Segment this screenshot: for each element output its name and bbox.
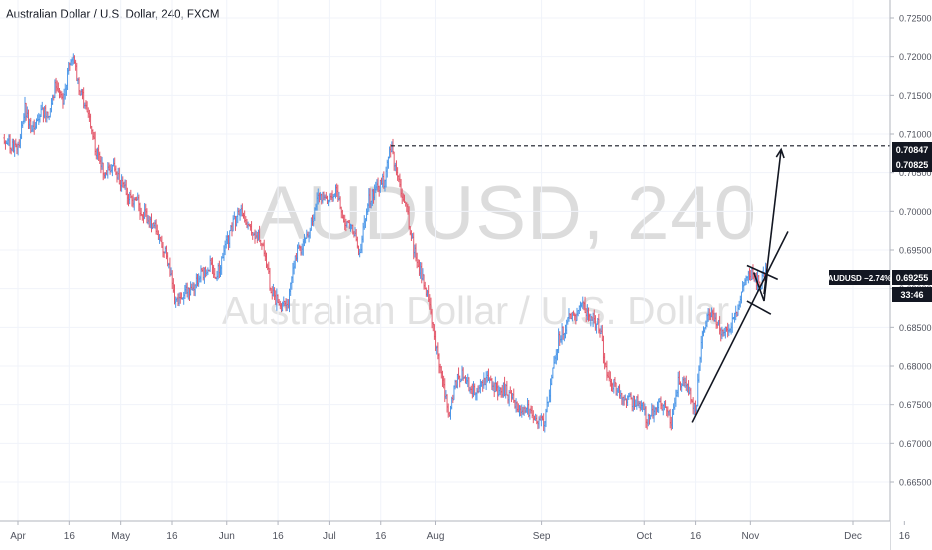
symbol-change-label: AUDUSD −2.74%	[828, 274, 892, 283]
price-label-countdown: 33:46	[900, 290, 923, 300]
flag-line	[753, 272, 765, 302]
price-tick-label: 0.67000	[899, 439, 932, 449]
price-tick-label: 0.67500	[899, 400, 932, 410]
time-tick-label: 16	[375, 531, 387, 542]
price-tick-label: 0.71000	[899, 130, 932, 140]
time-tick-label: 16	[273, 531, 285, 542]
time-tick-label: 16	[166, 531, 178, 542]
price-tick-label: 0.72500	[899, 14, 932, 24]
price-label-level-top-box	[892, 142, 932, 157]
symbol-change-label-box	[829, 270, 890, 285]
price-label-level-bottom-box	[892, 157, 932, 172]
price-label-current-box	[892, 270, 932, 285]
flag-line	[746, 300, 772, 315]
watermark-symbol: AUDUSD, 240	[256, 171, 757, 256]
arrow-head	[775, 147, 785, 159]
price-tick-label: 0.70000	[899, 207, 932, 217]
time-tick-label: Jul	[323, 531, 336, 542]
flag-line	[746, 264, 779, 281]
price-tick-label: 0.66500	[899, 478, 932, 488]
time-axis-bg	[0, 521, 890, 550]
price-tick-label: 0.71500	[899, 91, 932, 101]
time-tick-label: Oct	[636, 531, 652, 542]
price-tick-label: 0.69500	[899, 246, 932, 256]
time-tick-label: Sep	[533, 531, 551, 542]
drawings	[391, 145, 890, 423]
price-tick-label: 0.72000	[899, 52, 932, 62]
time-tick-label: May	[111, 531, 130, 542]
time-tick-label: 16	[64, 531, 76, 542]
price-label-level-bottom: 0.70825	[896, 160, 929, 170]
time-tick-label: Apr	[10, 531, 26, 542]
time-tick-label: Jun	[219, 531, 235, 542]
time-tick-label: 16	[690, 531, 702, 542]
trendline	[691, 231, 789, 423]
price-label-countdown-box	[892, 287, 932, 302]
time-tick-label: Aug	[427, 531, 445, 542]
price-label-level-top: 0.70847	[896, 145, 929, 155]
price-labels: 0.70847 0.70825 0.69255 33:46 AUDUSD −2.74%	[828, 142, 932, 302]
price-label-current: 0.69255	[896, 273, 929, 283]
ohlc-bars	[3, 53, 768, 433]
time-tick-label: Dec	[844, 531, 862, 542]
time-axis: Apr 16 May 16 Jun 16 Jul 16 Aug Sep Oct 16 Nov Dec 16	[0, 520, 911, 550]
ohlc-bar	[268, 267, 271, 291]
price-tick-label: 0.70500	[899, 168, 932, 178]
time-tick-label: Nov	[741, 531, 759, 542]
time-tick-label: 16	[899, 531, 911, 542]
price-tick-label: 0.68500	[899, 323, 932, 333]
chart-grid	[0, 0, 890, 521]
price-tick-label: 0.68000	[899, 362, 932, 372]
projection-arrow	[763, 149, 782, 295]
